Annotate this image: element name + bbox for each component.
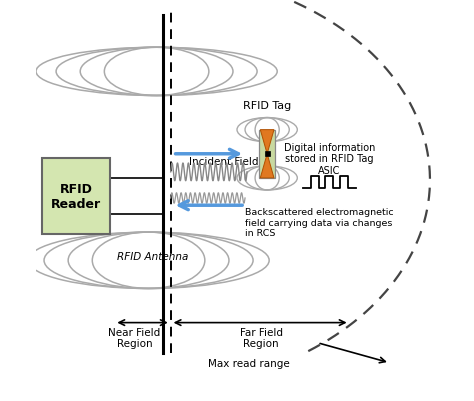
Text: Incident Field: Incident Field [189, 156, 258, 166]
Text: Digital information
stored in RFID Tag
ASIC: Digital information stored in RFID Tag A… [284, 142, 375, 176]
Text: RFID Tag: RFID Tag [243, 100, 292, 110]
Bar [265, 152, 270, 157]
Text: Near Field
Region: Near Field Region [109, 327, 161, 348]
Bar [259, 130, 275, 178]
Text: RFID
Reader: RFID Reader [51, 182, 101, 211]
Text: Far Field
Region: Far Field Region [240, 327, 283, 348]
Polygon shape [260, 154, 274, 178]
FancyBboxPatch shape [42, 158, 110, 235]
Text: RFID Antenna: RFID Antenna [117, 252, 188, 261]
Polygon shape [260, 130, 274, 154]
Text: Backscattered electromagnetic
field carrying data via changes
in RCS: Backscattered electromagnetic field carr… [245, 208, 394, 237]
Text: Max read range: Max read range [208, 358, 290, 368]
